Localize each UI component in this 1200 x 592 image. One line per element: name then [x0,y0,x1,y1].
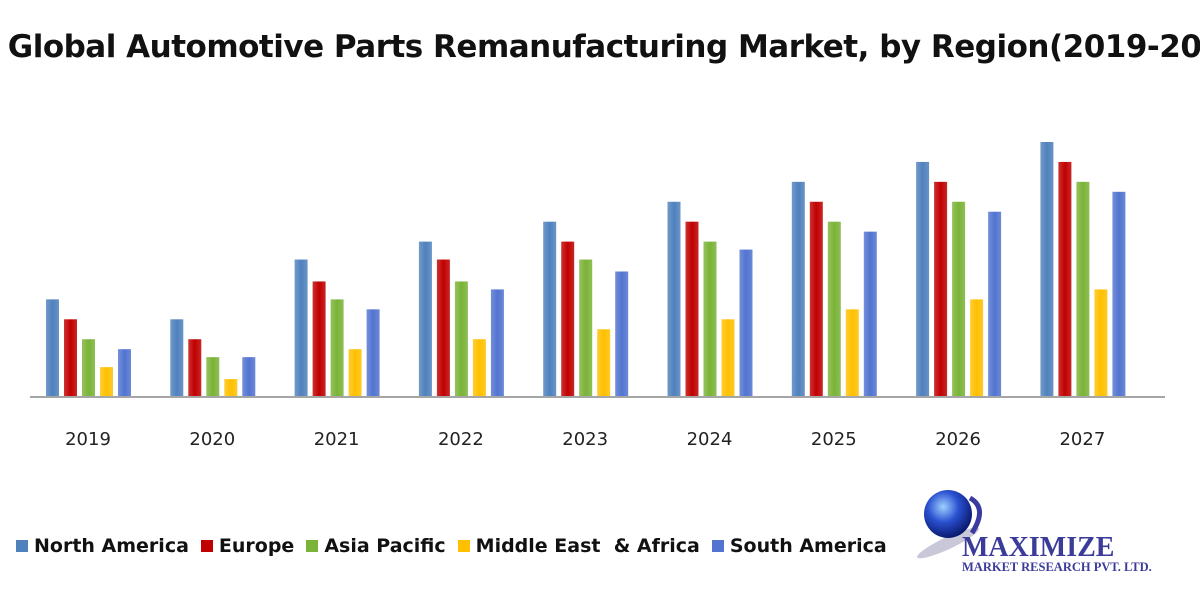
bar-south-america-2022 [490,289,504,397]
globe-icon: MAXIMIZE MARKET RESEARCH PVT. LTD. [917,490,1152,574]
legend-label: Asia Pacific [324,535,446,557]
legend-swatch [200,540,213,552]
legend: North America Europe Asia Pacific Middle Ea… [16,535,899,557]
bar-asia-pacific-2021 [330,299,344,397]
bar-europe-2026 [934,181,948,397]
bar-asia-pacific-2020 [206,357,220,397]
x-tick-label: 2025 [811,429,857,450]
legend-swatch [457,540,470,552]
bar-south-america-2024 [739,249,753,397]
bar-europe-2025 [809,201,823,397]
legend-item: Europe [200,535,295,557]
bar-europe-2023 [561,241,575,397]
bar-asia-pacific-2026 [952,201,966,397]
bar-north-america-2020 [170,319,184,397]
bar-asia-pacific-2025 [827,221,841,397]
bar-europe-2019 [64,319,77,397]
bar-south-america-2026 [988,211,1002,397]
legend-label: South America [729,535,887,557]
x-tick-label: 2019 [65,429,111,450]
legend-swatch [711,540,724,552]
bar-europe-2024 [685,221,699,397]
bar-north-america-2023 [543,221,557,397]
bar-north-america-2021 [294,259,308,397]
bar-middle-east-africa-2019 [100,367,113,397]
bar-middle-east-africa-2025 [845,309,859,397]
bar-europe-2021 [312,281,326,397]
x-tick-label: 2020 [189,429,235,450]
bar-south-america-2019 [118,349,131,397]
bar-south-america-2020 [242,357,256,397]
bar-north-america-2027 [1040,142,1054,397]
maximize-logo: MAXIMIZE MARKET RESEARCH PVT. LTD. [910,488,1170,578]
logo-line2: MARKET RESEARCH PVT. LTD. [962,560,1152,574]
x-tick-label: 2021 [314,429,360,450]
bar-south-america-2025 [863,231,877,397]
legend-item: Asia Pacific [306,535,446,557]
bar-north-america-2019 [46,299,59,397]
bar-north-america-2022 [418,241,432,397]
chart-title: Global Automotive Parts Remanufacturing … [7,29,1200,65]
bar-asia-pacific-2027 [1076,181,1090,397]
bar-north-america-2026 [916,161,930,397]
bar-asia-pacific-2023 [579,259,593,397]
bar-europe-2020 [188,339,202,397]
bar-south-america-2021 [366,309,380,397]
legend-item: Middle East & Africa [457,535,700,557]
x-tick-label: 2026 [935,429,981,450]
bar-middle-east-africa-2023 [597,329,611,397]
bar-asia-pacific-2024 [703,241,717,397]
bar-asia-pacific-2022 [454,281,468,397]
bar-middle-east-africa-2026 [970,299,984,397]
legend-item: South America [711,535,887,557]
legend-label: Europe [218,535,295,557]
legend-label: North America [34,535,189,557]
legend-swatch [306,540,319,552]
x-tick-label: 2023 [562,429,608,450]
bar-middle-east-africa-2020 [224,379,238,397]
x-tick-label: 2027 [1059,429,1105,450]
bar-middle-east-africa-2027 [1094,289,1108,397]
legend-label: Middle East & Africa [475,535,700,557]
bar-north-america-2025 [791,181,805,397]
bar-europe-2022 [436,259,450,397]
bar-middle-east-africa-2021 [348,349,362,397]
x-tick-label: 2022 [438,429,484,450]
bar-north-america-2024 [667,201,681,397]
x-tick-label: 2024 [687,429,733,450]
bar-middle-east-africa-2024 [721,319,735,397]
bar-europe-2027 [1058,161,1072,397]
bar-south-america-2027 [1112,191,1126,397]
legend-swatch [16,540,28,552]
bar-middle-east-africa-2022 [472,339,486,397]
legend-item: North America [16,535,189,557]
bar-asia-pacific-2019 [82,339,95,397]
bar-south-america-2023 [615,271,629,397]
logo-line1: MAXIMIZE [962,532,1114,563]
